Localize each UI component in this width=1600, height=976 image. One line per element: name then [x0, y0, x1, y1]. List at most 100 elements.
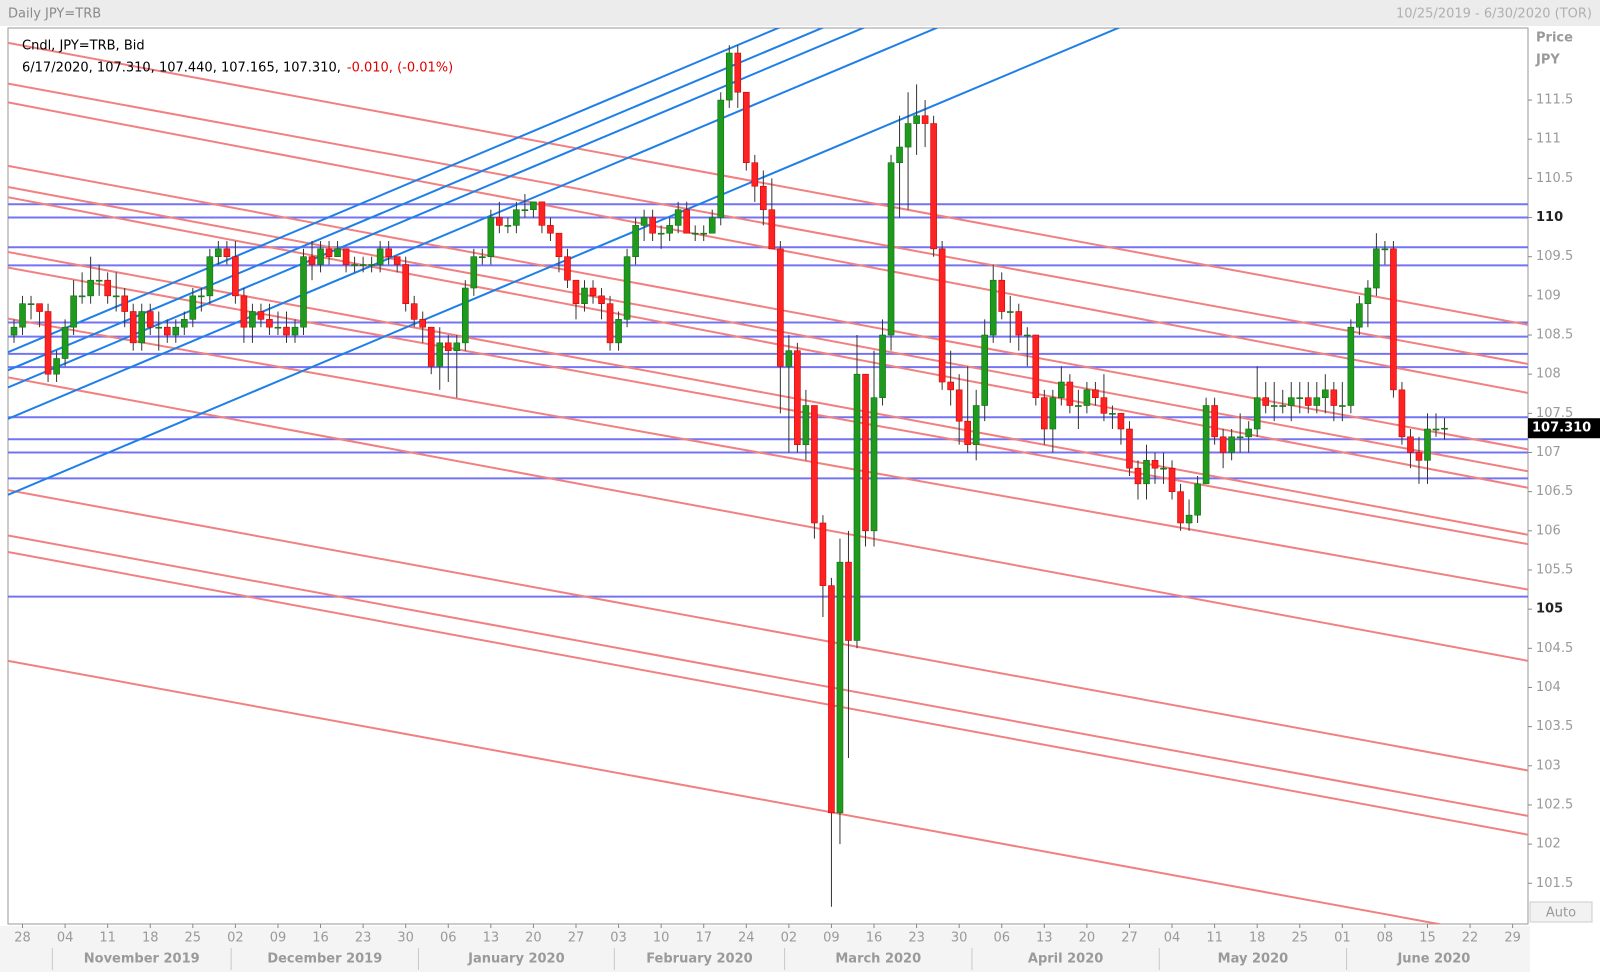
candle-body — [1236, 436, 1244, 439]
candle-body — [930, 123, 937, 250]
candle-body — [1194, 483, 1201, 516]
candle-body — [95, 279, 103, 282]
x-tick-label: 23 — [908, 931, 925, 946]
candle-body — [1143, 460, 1150, 485]
plot-area — [7, 27, 1529, 925]
candle-body — [44, 311, 52, 375]
candle-body — [836, 561, 844, 814]
candle-body — [794, 350, 801, 445]
candle-body — [419, 319, 427, 328]
candle-body — [300, 256, 307, 328]
candle-body — [606, 303, 614, 344]
candle-body — [172, 326, 180, 336]
candle-body — [36, 303, 43, 312]
candle-body — [78, 295, 86, 298]
candle-body — [989, 279, 997, 336]
candle-body — [1253, 397, 1261, 430]
trend-line — [8, 317, 1528, 591]
candle-body — [1432, 428, 1440, 431]
candle-body — [479, 256, 486, 258]
candle-body — [521, 209, 529, 212]
trend-line — [8, 28, 825, 372]
x-tick-label: 15 — [1419, 931, 1436, 946]
candle-body — [1304, 397, 1312, 406]
candle-body — [615, 319, 622, 344]
candle-body — [717, 99, 725, 218]
candle-body — [1117, 413, 1125, 430]
candle-body — [828, 585, 835, 814]
candle-body — [189, 295, 197, 320]
candle-body — [1083, 389, 1091, 406]
x-tick-label: 22 — [1462, 931, 1479, 946]
candle-body — [198, 295, 205, 298]
y-tick-label: 111 — [1536, 132, 1561, 147]
candle-body — [1023, 334, 1031, 337]
y-tick-label: 108.5 — [1536, 328, 1573, 343]
candle-body — [444, 342, 452, 351]
candle-body — [845, 561, 852, 641]
candle-body — [1347, 326, 1355, 406]
x-tick-label: 04 — [1164, 931, 1181, 946]
candle-body — [760, 185, 767, 211]
candle-body — [742, 91, 750, 164]
x-tick-label: 11 — [99, 931, 116, 946]
candle-body — [947, 381, 954, 391]
candle-body — [1296, 397, 1304, 399]
candle-body — [61, 326, 69, 359]
y-tick-label: 109.5 — [1536, 249, 1573, 264]
candle-body — [785, 350, 793, 367]
candle-body — [1202, 405, 1210, 485]
candle-body — [223, 248, 231, 257]
candle-body — [121, 295, 128, 312]
candle-body — [547, 225, 554, 234]
candle-body — [751, 162, 759, 187]
scale-mode[interactable]: Auto — [1546, 906, 1576, 921]
x-tick-label: 25 — [1291, 931, 1308, 946]
x-tick-label: 28 — [14, 931, 31, 946]
candle-body — [274, 326, 282, 329]
candle-body — [427, 326, 435, 367]
candle-body — [342, 248, 350, 265]
candle-body — [1270, 405, 1278, 407]
x-tick-label: 23 — [355, 931, 372, 946]
header-title: Daily JPY=TRB — [8, 7, 101, 22]
x-tick-label: 30 — [951, 931, 968, 946]
x-tick-label: 27 — [1121, 931, 1138, 946]
auto-button[interactable] — [1529, 901, 1593, 923]
candle-body — [393, 256, 401, 265]
candle-body — [461, 287, 469, 344]
candle-body — [351, 264, 358, 266]
x-axis-band — [0, 926, 1530, 972]
trend-line — [8, 28, 866, 389]
y-tick-label: 105 — [1536, 602, 1563, 617]
trend-line — [8, 534, 1528, 817]
candle-body — [385, 248, 392, 257]
candle-body — [1126, 428, 1133, 469]
candle-body — [70, 295, 77, 328]
last-price-box — [1528, 418, 1600, 439]
trend-line — [8, 376, 1528, 662]
month-label: June 2020 — [1396, 952, 1470, 967]
y-tick-label: 111.5 — [1536, 93, 1573, 108]
candle-body — [112, 295, 120, 298]
candle-body — [1407, 436, 1414, 453]
candle-body — [887, 162, 895, 336]
candle-body — [470, 256, 478, 289]
legend-change: -0.010, (-0.01%) — [347, 61, 453, 76]
candle-body — [589, 287, 597, 297]
candle-body — [1415, 452, 1423, 461]
candle-body — [104, 279, 111, 297]
candle-body — [913, 115, 920, 124]
candle-body — [691, 232, 699, 235]
y-tick-label: 106.5 — [1536, 484, 1573, 499]
x-tick-label: 25 — [185, 931, 202, 946]
candle-body — [232, 256, 239, 297]
candle-body — [734, 52, 742, 93]
x-tick-label: 29 — [1504, 931, 1521, 946]
candle-body — [938, 248, 946, 383]
candle-body — [1339, 405, 1346, 407]
candle-body — [1092, 389, 1099, 398]
candle-body — [1032, 334, 1040, 398]
candle-body — [1151, 460, 1159, 469]
